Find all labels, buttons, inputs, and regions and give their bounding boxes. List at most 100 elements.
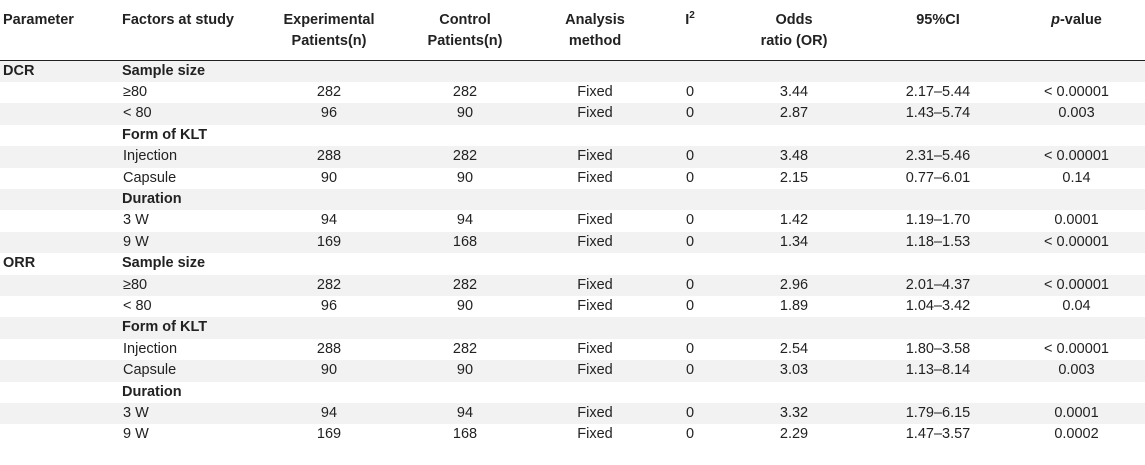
cell-experimental: 282 (316, 83, 342, 100)
cell-parameter (0, 424, 118, 445)
header-i2: I2 (660, 0, 720, 60)
cell-factor: Capsule (123, 169, 177, 186)
header-parameter: Parameter (0, 0, 118, 60)
cell-factor: < 80 (118, 103, 258, 125)
cell-control (400, 253, 530, 274)
cell-p-value (1008, 253, 1145, 274)
cell-parameter (0, 339, 118, 360)
cell-odds-ratio: 3.03 (720, 360, 868, 382)
cell-control: 168 (452, 426, 478, 443)
cell-odds-ratio: 3.48 (720, 146, 868, 168)
cell-parameter: DCR (0, 60, 118, 82)
cell-p-value (1008, 317, 1145, 339)
cell-factor: Injection (118, 146, 258, 168)
table-header: Parameter Factors at study Experimental P… (0, 0, 1145, 60)
table-group-row: DCR Sample size (0, 60, 1145, 82)
cell-analysis-method (530, 382, 660, 403)
cell-p-value: 0.0002 (1054, 426, 1099, 443)
cell-p-value: < 0.00001 (1044, 83, 1109, 100)
cell-ci: 2.01–4.37 (868, 274, 1008, 296)
cell-control (400, 317, 530, 339)
cell-control (400, 382, 530, 403)
cell-ci: 1.13–8.14 (868, 360, 1008, 382)
cell-p-value: < 0.00001 (1008, 146, 1145, 168)
cell-factor: Form of KLT (118, 317, 258, 339)
cell-odds-ratio (720, 253, 868, 274)
cell-analysis-method (530, 188, 660, 211)
cell-analysis-method: Fixed (530, 103, 660, 125)
cell-odds-ratio: 2.96 (720, 274, 868, 296)
cell-ci (868, 253, 1008, 274)
cell-experimental (258, 317, 400, 339)
cell-analysis-method: Fixed (530, 274, 660, 296)
cell-i2: 0 (685, 340, 695, 357)
cell-i2: 0 (685, 297, 695, 314)
header-experimental: Experimental Patients(n) (258, 0, 400, 60)
cell-parameter (0, 274, 118, 296)
cell-ci: 2.17–5.44 (905, 83, 971, 100)
cell-parameter (0, 168, 118, 189)
subgroup-analysis-table: Parameter Factors at study Experimental P… (0, 0, 1145, 446)
header-ci: 95%CI (868, 0, 1008, 60)
cell-p-value (1008, 188, 1145, 211)
cell-i2 (660, 188, 720, 211)
cell-p-value (1008, 382, 1145, 403)
table-row: 3 W 94 94 Fixed 0 3.32 1.79–6.15 0.0001 (0, 403, 1145, 425)
cell-parameter (0, 103, 118, 125)
header-analysis: Analysis method (530, 0, 660, 60)
cell-ci (868, 382, 1008, 403)
cell-control (400, 60, 530, 82)
cell-odds-ratio: 2.29 (779, 426, 809, 443)
cell-p-value: < 0.00001 (1008, 274, 1145, 296)
cell-experimental: 169 (258, 231, 400, 254)
cell-experimental: 96 (320, 297, 338, 314)
cell-i2 (660, 317, 720, 339)
cell-control: 90 (400, 103, 530, 125)
cell-analysis-method: Fixed (577, 426, 613, 443)
cell-i2: 0 (660, 360, 720, 382)
cell-analysis-method: Fixed (530, 146, 660, 168)
table-body: DCR Sample size ≥80 282 282 Fixed 0 3.44 2.17–5.… (0, 60, 1145, 446)
cell-p-value (1008, 60, 1145, 82)
cell-odds-ratio (720, 317, 868, 339)
cell-experimental: 90 (320, 169, 338, 186)
table-row: Injection 288 282 Fixed 0 2.54 1.80–3.58 < 0.00… (0, 339, 1145, 360)
cell-i2: 0 (660, 231, 720, 254)
cell-control: 282 (452, 83, 478, 100)
cell-control: 282 (400, 274, 530, 296)
cell-i2: 0 (685, 83, 695, 100)
cell-factor: 3 W (123, 212, 149, 229)
cell-experimental (258, 253, 400, 274)
table-row: ≥80 282 282 Fixed 0 2.96 2.01–4.37 < 0.00001 (0, 274, 1145, 296)
cell-i2: 0 (685, 426, 695, 443)
table-group-row: Duration (0, 382, 1145, 403)
cell-factor: Duration (118, 188, 258, 211)
cell-ci: 1.18–1.53 (868, 231, 1008, 254)
cell-odds-ratio: 2.54 (779, 340, 809, 357)
table-row: Capsule 90 90 Fixed 0 2.15 0.77–6.01 0.14 (0, 168, 1145, 189)
table-row: 9 W 169 168 Fixed 0 1.34 1.18–1.53 < 0.00001 (0, 231, 1145, 254)
header-p-value: p-value (1008, 0, 1145, 60)
cell-experimental: 94 (258, 403, 400, 425)
header-control: Control Patients(n) (400, 0, 530, 60)
table-row: Injection 288 282 Fixed 0 3.48 2.31–5.46 < 0.00… (0, 146, 1145, 168)
cell-odds-ratio: 2.15 (779, 169, 809, 186)
cell-experimental: 94 (320, 212, 338, 229)
cell-parameter (0, 210, 118, 231)
cell-control: 94 (400, 403, 530, 425)
cell-i2: 0 (685, 169, 695, 186)
cell-odds-ratio (720, 60, 868, 82)
cell-factor: Duration (122, 383, 182, 400)
cell-odds-ratio: 3.32 (720, 403, 868, 425)
header-row: Parameter Factors at study Experimental P… (0, 0, 1145, 60)
cell-ci: 1.04–3.42 (905, 297, 971, 314)
cell-p-value: 0.04 (1062, 297, 1091, 314)
table-row: 9 W 169 168 Fixed 0 2.29 1.47–3.57 0.0002 (0, 424, 1145, 445)
cell-parameter (0, 188, 118, 211)
cell-i2: 0 (660, 274, 720, 296)
cell-analysis-method (530, 60, 660, 82)
cell-control: 90 (456, 297, 474, 314)
cell-experimental: 282 (258, 274, 400, 296)
cell-ci: 1.43–5.74 (868, 103, 1008, 125)
cell-experimental (258, 382, 400, 403)
